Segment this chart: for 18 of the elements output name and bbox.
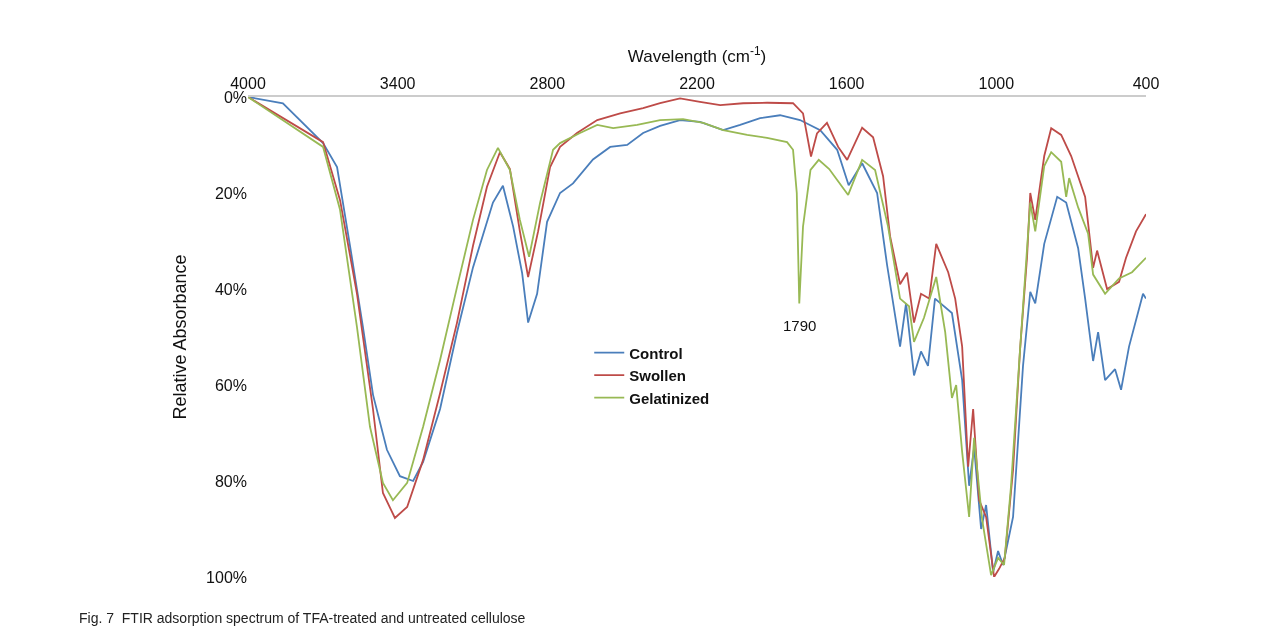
x-tick-label: 3400 — [379, 74, 416, 92]
legend-label: Gelatinized — [629, 389, 710, 407]
legend-label: Swollen — [629, 367, 686, 384]
y-tick-label: 20% — [214, 184, 247, 202]
y-tick-label: 60% — [214, 376, 247, 394]
y-tick-label: 40% — [214, 280, 247, 298]
x-axis-title: Wavelength (cm$^{-1}$) — [627, 43, 767, 66]
caption: Fig. 7 FTIR adsorption spectrum of TFA-treated and untreated cellulose — [79, 610, 526, 626]
y-axis-title: Relative Absorbance — [170, 254, 191, 420]
y-tick-label: 100% — [206, 568, 247, 586]
x-tick-label: 1000 — [978, 74, 1015, 92]
annotation: 1790 — [783, 317, 817, 334]
y-tick-label: 80% — [214, 472, 247, 490]
x-tick-label: 2800 — [529, 74, 566, 92]
x-tick-label: 2200 — [679, 74, 715, 92]
legend-label: Control — [629, 344, 683, 362]
x-tick-label: 400 — [1132, 74, 1160, 92]
x-tick-label: 1600 — [828, 74, 865, 92]
